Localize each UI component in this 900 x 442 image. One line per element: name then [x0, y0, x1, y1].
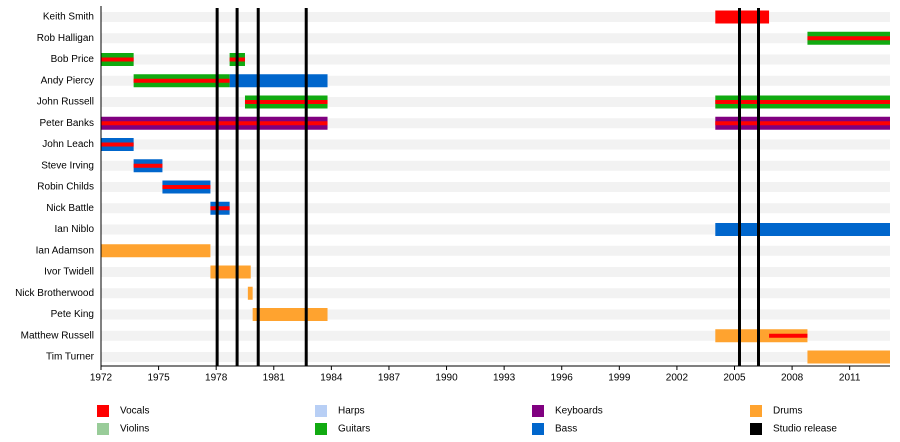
row-band: [101, 309, 890, 320]
member-name: Steve Irving: [41, 160, 94, 171]
row-band: [101, 288, 890, 299]
x-tick-label: 2011: [839, 373, 861, 384]
x-tick-label: 2005: [723, 373, 746, 384]
row-band: [101, 224, 890, 235]
legend-swatch: [532, 405, 544, 417]
member-name: Tim Turner: [46, 352, 95, 363]
x-tick-label: 1987: [378, 373, 401, 384]
row-band: [101, 245, 890, 256]
x-tick-label: 1981: [263, 373, 286, 384]
member-name: Keith Smith: [43, 12, 94, 23]
role-bar: [247, 286, 253, 300]
row-band: [101, 203, 890, 214]
role-bar: [229, 74, 328, 88]
role-stripe: [162, 185, 211, 189]
role-stripe: [133, 163, 163, 168]
x-tick-label: 1975: [147, 373, 170, 384]
role-stripe: [101, 142, 134, 147]
member-name: Ivor Twidell: [44, 267, 94, 278]
x-tick-label: 2008: [781, 373, 804, 384]
role-stripe: [715, 100, 890, 104]
legend-label: Studio release: [773, 424, 837, 435]
row-band: [101, 12, 890, 22]
row-band: [101, 267, 890, 277]
role-stripe: [210, 206, 230, 211]
x-tick-label: 1990: [435, 373, 458, 384]
member-name: Matthew Russell: [21, 330, 94, 341]
legend-swatch: [750, 423, 762, 435]
member-name: Ian Niblo: [55, 224, 95, 235]
x-tick-label: 1978: [205, 373, 228, 384]
legend-label: Bass: [555, 424, 577, 435]
legend-swatch: [315, 405, 327, 417]
role-bar: [101, 244, 211, 258]
role-bar: [210, 265, 251, 279]
legend-swatch: [750, 405, 762, 417]
legend-label: Vocals: [120, 406, 149, 417]
row-band: [101, 352, 890, 362]
x-tick-label: 1972: [90, 373, 113, 384]
legend-swatch: [315, 423, 327, 435]
role-stripe: [715, 121, 890, 126]
role-stripe: [101, 121, 328, 126]
role-stripe: [101, 57, 134, 62]
member-name: Pete King: [51, 309, 94, 320]
legend-label: Drums: [773, 406, 802, 417]
member-name: Nick Brotherwood: [15, 288, 94, 299]
row-band: [101, 33, 890, 44]
legend-label: Harps: [338, 406, 365, 417]
member-name: Bob Price: [51, 54, 95, 65]
legend-label: Guitars: [338, 424, 370, 435]
member-name: John Leach: [42, 139, 94, 150]
row-band: [101, 118, 890, 129]
member-name: Peter Banks: [40, 118, 94, 129]
member-name: Nick Battle: [46, 203, 94, 214]
legend-label: Violins: [120, 424, 149, 435]
row-band: [101, 97, 890, 107]
row-band: [101, 54, 890, 65]
role-bar: [715, 10, 770, 24]
row-band: [101, 139, 890, 150]
x-tick-label: 1984: [320, 373, 343, 384]
role-stripe: [769, 333, 808, 338]
member-name: Rob Halligan: [37, 33, 94, 44]
x-tick-label: 2002: [666, 373, 689, 384]
legend-label: Keyboards: [555, 406, 603, 417]
role-bar: [252, 308, 328, 321]
legend-swatch: [97, 423, 109, 435]
row-band: [101, 75, 890, 86]
row-band: [101, 330, 890, 341]
legend-swatch: [97, 405, 109, 417]
member-name: Robin Childs: [37, 182, 94, 193]
x-tick-label: 1996: [551, 373, 574, 384]
x-tick-label: 1993: [493, 373, 516, 384]
role-stripe: [807, 36, 890, 41]
role-bar: [807, 350, 890, 364]
legend-swatch: [532, 423, 544, 435]
role-stripe: [244, 100, 328, 104]
x-tick-label: 1999: [608, 373, 631, 384]
member-name: Andy Piercy: [41, 75, 94, 86]
member-name: John Russell: [37, 97, 94, 108]
role-bar: [715, 223, 890, 236]
row-band: [101, 160, 890, 171]
role-stripe: [133, 78, 230, 83]
member-name: Ian Adamson: [36, 245, 94, 256]
row-band: [101, 182, 890, 192]
